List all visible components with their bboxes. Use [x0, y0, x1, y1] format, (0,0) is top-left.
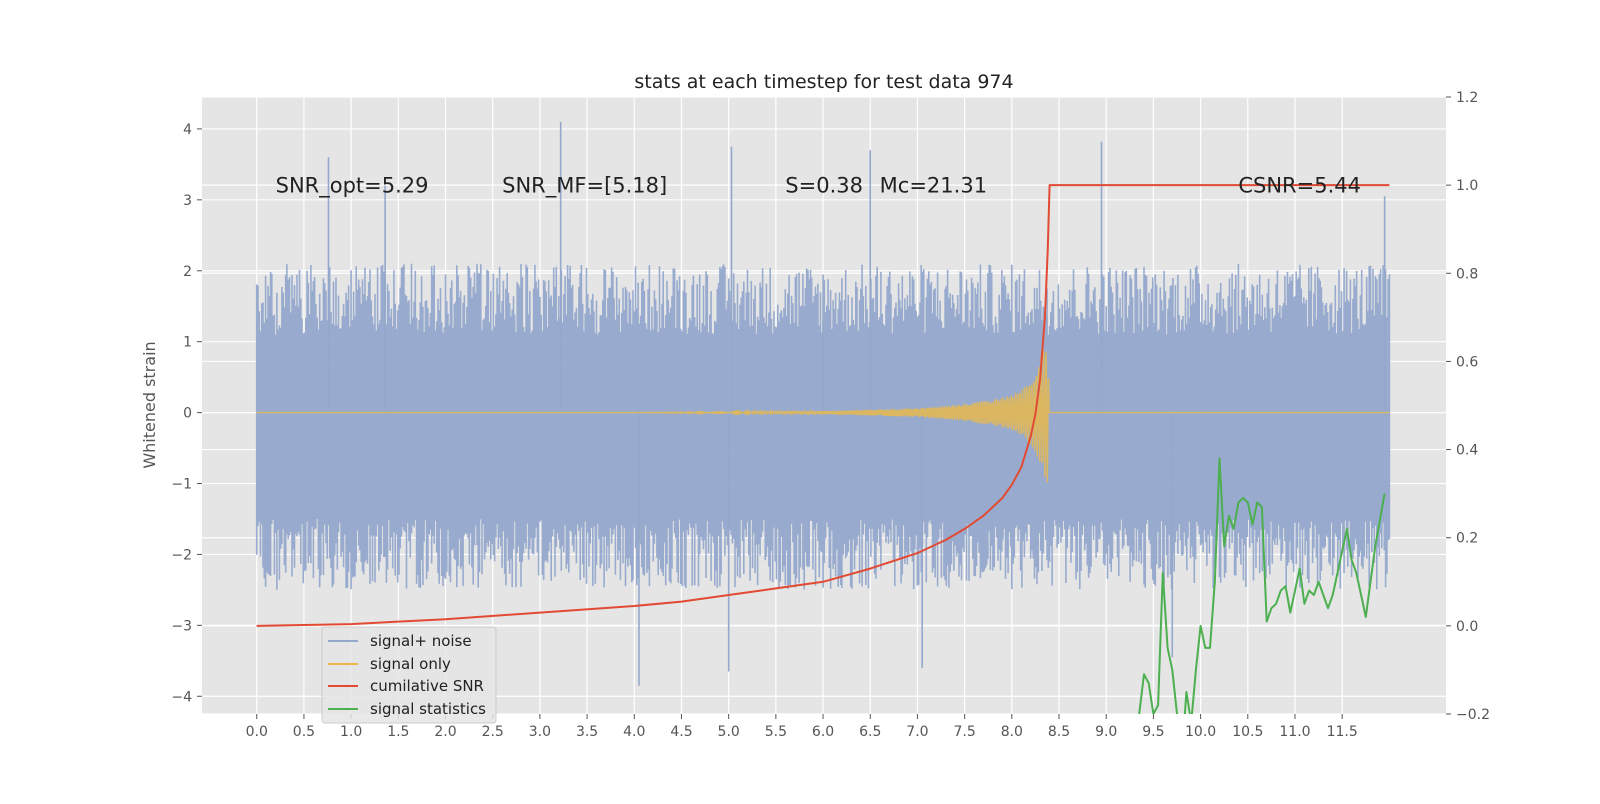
legend-label-signal-statistics: signal statistics — [370, 700, 486, 718]
x-tick-label: 9.5 — [1142, 724, 1164, 740]
annotations: SNR_opt=5.29 SNR_MF=[5.18] S=0.38 Mc=21.31 C… — [276, 174, 1361, 199]
x-tick-label: 6.5 — [859, 724, 881, 740]
series-signal-statistics — [1138, 457, 1386, 714]
x-tick-label: 0.0 — [246, 724, 268, 740]
legend: signal+ noise signal only cumilative SNR… — [321, 626, 497, 724]
x-tick-label: 2.0 — [434, 724, 456, 740]
legend-item-signal-only: signal only — [328, 655, 451, 673]
y-tick-label: 1 — [183, 335, 192, 351]
x-tick-label: 10.0 — [1185, 724, 1216, 740]
chart-title: stats at each timestep for test data 974 — [634, 71, 1013, 93]
x-tick-label: 3.0 — [529, 724, 551, 740]
y-tick-label: 3 — [183, 193, 192, 209]
x-tick-label: 11.5 — [1327, 724, 1358, 740]
y-tick-label: 0 — [183, 406, 192, 422]
x-tick-label: 8.5 — [1048, 724, 1070, 740]
noise-band — [255, 263, 1391, 590]
x-tick-label: 1.5 — [387, 724, 409, 740]
y-right-tick-label: 0.6 — [1456, 354, 1478, 370]
legend-item-signal-statistics: signal statistics — [328, 700, 486, 718]
annotation-text: CSNR=5.44 — [1238, 174, 1361, 198]
annotation-text: SNR_opt=5.29 — [276, 174, 429, 199]
series-cumulative-snr — [256, 184, 1390, 627]
x-tick-label: 7.0 — [906, 724, 928, 740]
legend-box — [321, 626, 497, 724]
legend-item-cumulative-snr: cumilative SNR — [328, 677, 484, 695]
y-tick-label: −1 — [171, 477, 192, 493]
y-tick-label: −2 — [171, 547, 192, 563]
x-tick-label: 10.5 — [1232, 724, 1263, 740]
annotation-text: S=0.38 — [785, 174, 863, 198]
legend-label-signal-noise: signal+ noise — [370, 632, 472, 650]
y-tick-label: 4 — [183, 122, 192, 138]
x-tick-label: 3.5 — [576, 724, 598, 740]
annotation-text: Mc=21.31 — [880, 174, 987, 198]
y-right-tick-label: 0.4 — [1456, 443, 1478, 459]
axes: 0.0 0.5 1.0 1.5 2.0 2.5 3.0 3.5 4.0 4.5 5.0 5.5 6.0 6… — [171, 90, 1490, 740]
y-right-tick-label: 1.0 — [1456, 178, 1478, 194]
x-tick-label: 6.0 — [812, 724, 834, 740]
annotation-text: SNR_MF=[5.18] — [502, 174, 667, 199]
y-right-tick-label: −0.2 — [1456, 707, 1490, 723]
series-signal-only — [256, 349, 1390, 483]
y-tick-label: −4 — [171, 689, 192, 705]
y-tick-label: −3 — [171, 618, 192, 634]
x-tick-label: 4.5 — [670, 724, 692, 740]
y-right-tick-label: 0.0 — [1456, 619, 1478, 635]
y-right-tick-label: 0.2 — [1456, 531, 1478, 547]
x-tick-label: 1.0 — [340, 724, 362, 740]
series-group — [255, 121, 1391, 714]
y-right-tick-label: 1.2 — [1456, 90, 1478, 106]
series-signal-noise — [255, 121, 1391, 686]
x-tick-label: 4.0 — [623, 724, 645, 740]
x-tick-label: 8.0 — [1001, 724, 1023, 740]
legend-label-cumulative-snr: cumilative SNR — [370, 677, 484, 695]
x-tick-label: 9.0 — [1095, 724, 1117, 740]
x-tick-label: 7.5 — [954, 724, 976, 740]
legend-label-signal-only: signal only — [370, 655, 451, 673]
x-tick-label: 5.0 — [718, 724, 740, 740]
x-tick-label: 5.5 — [765, 724, 787, 740]
y-tick-label: 2 — [183, 264, 192, 280]
y-axis-label: Whitened strain — [140, 341, 159, 468]
y-right-tick-label: 0.8 — [1456, 266, 1478, 282]
x-tick-label: 0.5 — [293, 724, 315, 740]
legend-item-signal-noise: signal+ noise — [328, 632, 472, 650]
x-tick-label: 2.5 — [482, 724, 504, 740]
x-tick-label: 11.0 — [1279, 724, 1310, 740]
